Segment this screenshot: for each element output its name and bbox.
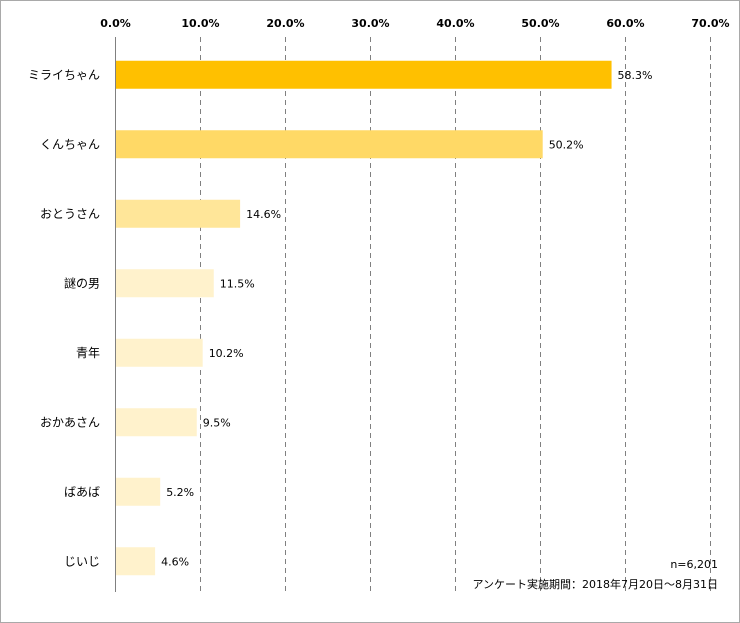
category-label: おとうさん bbox=[40, 207, 100, 221]
data-label: 10.2% bbox=[209, 347, 244, 360]
bar bbox=[116, 547, 156, 576]
data-label: 50.2% bbox=[549, 138, 584, 151]
bar bbox=[116, 130, 543, 159]
category-label: ばあば bbox=[64, 485, 100, 499]
bar bbox=[116, 60, 612, 89]
category-label: じいじ bbox=[64, 554, 100, 568]
x-tick-label: 0.0% bbox=[100, 17, 131, 30]
data-label: 9.5% bbox=[203, 416, 231, 429]
sample-size-note: n=6,201 bbox=[670, 558, 718, 571]
data-label: 5.2% bbox=[166, 486, 194, 499]
x-tick-label: 60.0% bbox=[606, 17, 644, 30]
x-tick-label: 50.0% bbox=[521, 17, 559, 30]
x-tick-label: 70.0% bbox=[691, 17, 729, 30]
category-label: 謎の男 bbox=[64, 276, 100, 290]
x-tick-label: 30.0% bbox=[351, 17, 389, 30]
bars bbox=[116, 60, 612, 576]
bar bbox=[116, 199, 241, 228]
data-label: 14.6% bbox=[246, 208, 281, 221]
bar bbox=[116, 269, 214, 298]
x-tick-label: 10.0% bbox=[181, 17, 219, 30]
category-label: おかあさん bbox=[40, 415, 100, 429]
grid-lines bbox=[200, 37, 711, 592]
category-label: 青年 bbox=[76, 346, 100, 360]
bar bbox=[116, 408, 197, 437]
bar bbox=[116, 338, 203, 367]
survey-period-note: アンケート実施期間：2018年7月20日～8月31日 bbox=[472, 577, 718, 591]
bar bbox=[116, 477, 161, 506]
data-labels: 58.3% 50.2% 14.6% 11.5% 10.2% 9.5% 5.2% 4.6% bbox=[161, 69, 652, 569]
data-label: 58.3% bbox=[618, 69, 653, 82]
x-tick-label: 40.0% bbox=[436, 17, 474, 30]
x-tick-label: 20.0% bbox=[266, 17, 304, 30]
data-label: 4.6% bbox=[161, 555, 189, 568]
category-label: くんちゃん bbox=[40, 137, 100, 151]
data-label: 11.5% bbox=[220, 277, 255, 290]
x-axis-ticks: 0.0% 10.0% 20.0% 30.0% 40.0% 50.0% 60.0% 70.0% bbox=[100, 17, 729, 30]
category-label: ミライちゃん bbox=[28, 68, 100, 82]
